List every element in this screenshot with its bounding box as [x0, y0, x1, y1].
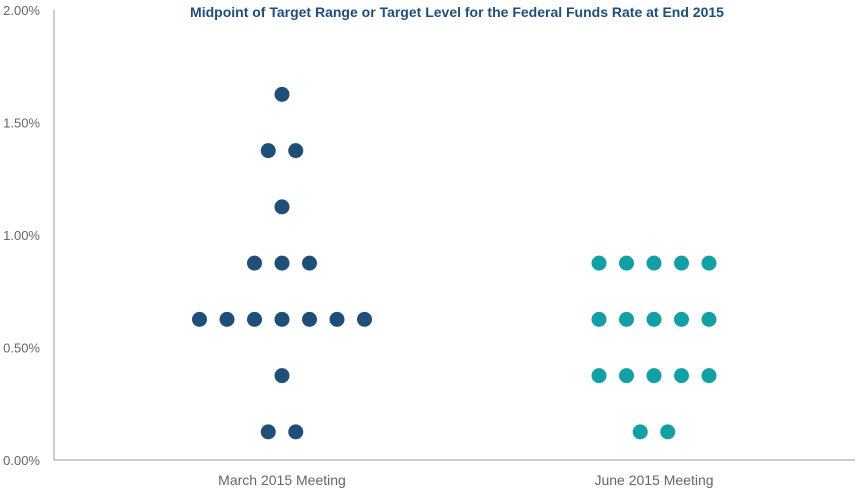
- data-point: [329, 311, 345, 327]
- y-tick-label: 0.50%: [3, 341, 40, 356]
- data-point: [302, 311, 317, 327]
- data-point: [701, 255, 717, 271]
- y-tick-label: 1.00%: [3, 228, 40, 243]
- y-tick-label: 1.50%: [3, 116, 40, 131]
- data-point: [632, 424, 648, 440]
- data-point: [646, 255, 662, 271]
- data-point: [674, 255, 689, 271]
- y-ticks: 0.00% 0.50% 1.00% 1.50% 2.00%: [3, 3, 40, 468]
- data-point: [247, 255, 262, 271]
- data-point: [192, 311, 207, 327]
- data-point: [619, 311, 634, 327]
- data-point: [591, 311, 607, 327]
- data-point: [591, 368, 607, 384]
- data-point: [619, 255, 634, 271]
- data-point: [357, 311, 372, 327]
- data-point: [274, 368, 290, 384]
- data-point: [646, 368, 662, 384]
- x-categories: March 2015 Meeting June 2015 Meeting: [218, 472, 713, 488]
- data-point: [646, 311, 662, 327]
- data-point: [274, 255, 290, 271]
- data-point: [260, 424, 276, 440]
- data-point: [674, 368, 689, 384]
- chart-title: Midpoint of Target Range or Target Level…: [190, 4, 724, 20]
- data-point: [619, 368, 634, 384]
- data-point: [260, 143, 276, 159]
- data-point: [701, 368, 717, 384]
- data-point: [274, 311, 290, 327]
- x-category-label: June 2015 Meeting: [594, 472, 713, 488]
- data-point: [247, 311, 262, 327]
- data-point: [274, 199, 290, 215]
- data-point: [219, 311, 235, 327]
- data-point: [660, 424, 676, 440]
- y-tick-label: 2.00%: [3, 3, 40, 18]
- data-point: [302, 255, 317, 271]
- x-category-label: March 2015 Meeting: [218, 472, 346, 488]
- data-dots: [192, 86, 717, 440]
- data-point: [288, 143, 304, 159]
- data-point: [674, 311, 689, 327]
- data-point: [288, 424, 304, 440]
- y-tick-label: 0.00%: [3, 453, 40, 468]
- data-point: [591, 255, 607, 271]
- data-point: [701, 311, 717, 327]
- data-point: [274, 86, 290, 102]
